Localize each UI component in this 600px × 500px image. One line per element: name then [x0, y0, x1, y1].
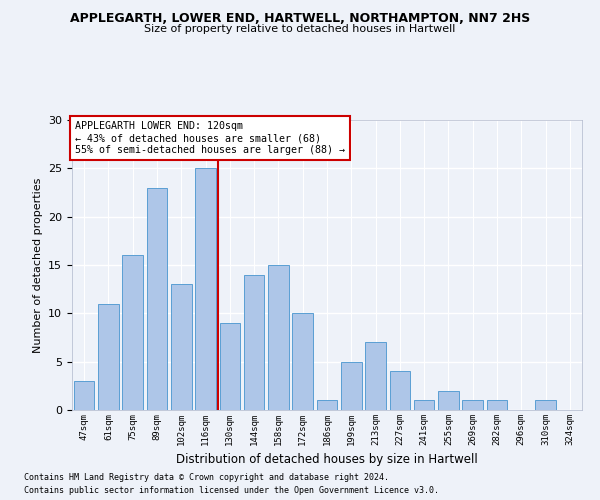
Bar: [98, 304, 119, 410]
Bar: [146, 188, 167, 410]
X-axis label: Distribution of detached houses by size in Hartwell: Distribution of detached houses by size …: [176, 454, 478, 466]
Bar: [438, 390, 459, 410]
Bar: [171, 284, 191, 410]
Bar: [414, 400, 434, 410]
Bar: [195, 168, 216, 410]
Bar: [220, 323, 240, 410]
Text: APPLEGARTH LOWER END: 120sqm
← 43% of detached houses are smaller (68)
55% of se: APPLEGARTH LOWER END: 120sqm ← 43% of de…: [74, 122, 344, 154]
Text: APPLEGARTH, LOWER END, HARTWELL, NORTHAMPTON, NN7 2HS: APPLEGARTH, LOWER END, HARTWELL, NORTHAM…: [70, 12, 530, 26]
Bar: [389, 372, 410, 410]
Text: Contains HM Land Registry data © Crown copyright and database right 2024.: Contains HM Land Registry data © Crown c…: [24, 474, 389, 482]
Bar: [74, 381, 94, 410]
Bar: [365, 342, 386, 410]
Bar: [341, 362, 362, 410]
Text: Contains public sector information licensed under the Open Government Licence v3: Contains public sector information licen…: [24, 486, 439, 495]
Bar: [292, 314, 313, 410]
Bar: [244, 274, 265, 410]
Bar: [487, 400, 508, 410]
Bar: [122, 256, 143, 410]
Text: Size of property relative to detached houses in Hartwell: Size of property relative to detached ho…: [145, 24, 455, 34]
Y-axis label: Number of detached properties: Number of detached properties: [32, 178, 43, 352]
Bar: [535, 400, 556, 410]
Bar: [268, 265, 289, 410]
Bar: [463, 400, 483, 410]
Bar: [317, 400, 337, 410]
